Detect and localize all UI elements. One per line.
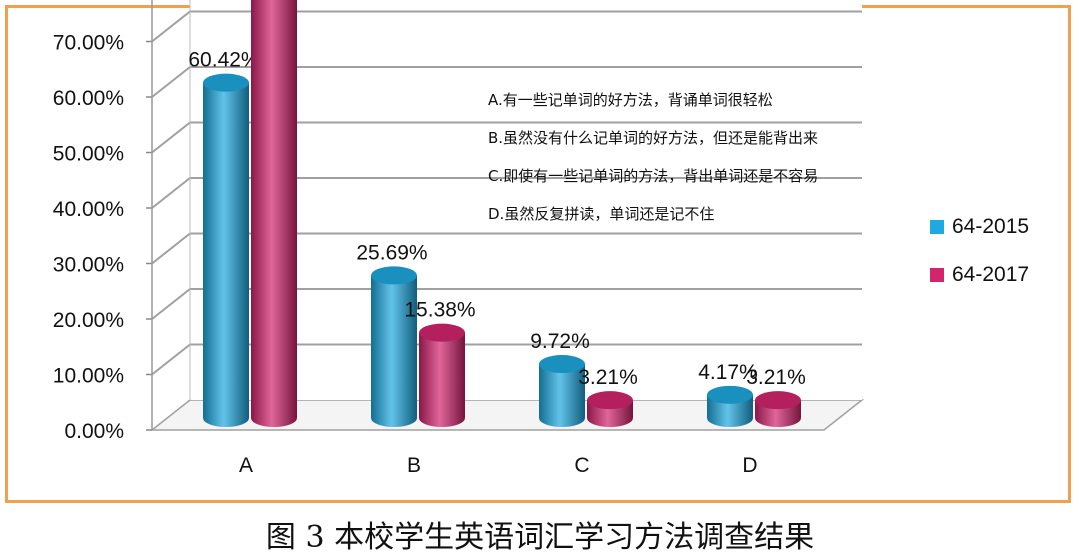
bar-body [707, 394, 753, 427]
y-tick-label: 70.00% [53, 32, 124, 55]
x-tick-label: D [742, 454, 757, 477]
bar-64-2017-A [251, 0, 297, 427]
bar-body [251, 0, 297, 427]
data-label: 9.72% [530, 330, 590, 353]
annotation-text: C.即使有一些记单词的方法，背出单词还是不容易 [488, 167, 818, 185]
bar-64-2017-B [419, 323, 465, 427]
y-tick-label: 60.00% [53, 87, 124, 110]
bar-top [371, 266, 417, 285]
y-tick-label: 0.00% [64, 420, 124, 443]
bar-64-2017-D [755, 391, 801, 427]
legend-swatch [930, 268, 944, 282]
bar-top [707, 385, 753, 404]
legend-label: 64-2017 [952, 263, 1029, 286]
data-label: 25.69% [356, 241, 427, 264]
y-tick-label: 30.00% [53, 254, 124, 277]
legend-label: 64-2015 [952, 215, 1029, 238]
data-label: 4.17% [698, 361, 758, 384]
y-tick-label: 50.00% [53, 143, 124, 166]
bar-top [755, 391, 801, 410]
bar-64-2015-C [539, 355, 585, 427]
bar-64-2015-B [371, 266, 417, 427]
bar-64-2017-C [587, 391, 633, 427]
bar-body [539, 364, 585, 427]
bar-64-2015-D [707, 385, 753, 427]
bar-top [203, 73, 249, 92]
x-tick-label: C [574, 454, 589, 477]
y-tick-label: 20.00% [53, 309, 124, 332]
figure-caption: 图 3 本校学生英语词汇学习方法调查结果 [265, 520, 815, 555]
data-label: 15.38% [404, 299, 475, 322]
bar-top [539, 355, 585, 374]
data-label: 3.21% [578, 366, 638, 389]
annotation-text: D.虽然反复拼读，单词还是记不住 [488, 205, 714, 223]
data-label: 60.42% [188, 49, 259, 72]
annotation-text: A.有一些记单词的好方法，背诵单词很轻松 [488, 91, 773, 109]
data-label: 3.21% [746, 366, 806, 389]
x-tick-label: A [239, 454, 253, 477]
bar-top [587, 391, 633, 410]
x-tick-label: B [407, 454, 421, 477]
bar-body [203, 82, 249, 427]
bar-body [371, 275, 417, 427]
bar-64-2015-A [203, 73, 249, 427]
legend-swatch [930, 220, 944, 234]
bar-top [419, 323, 465, 342]
y-tick-label: 10.00% [53, 365, 124, 388]
y-tick-label: 40.00% [53, 198, 124, 221]
bar-body [419, 332, 465, 427]
annotation-text: B.虽然没有什么记单词的好方法，但还是能背出来 [488, 129, 818, 147]
